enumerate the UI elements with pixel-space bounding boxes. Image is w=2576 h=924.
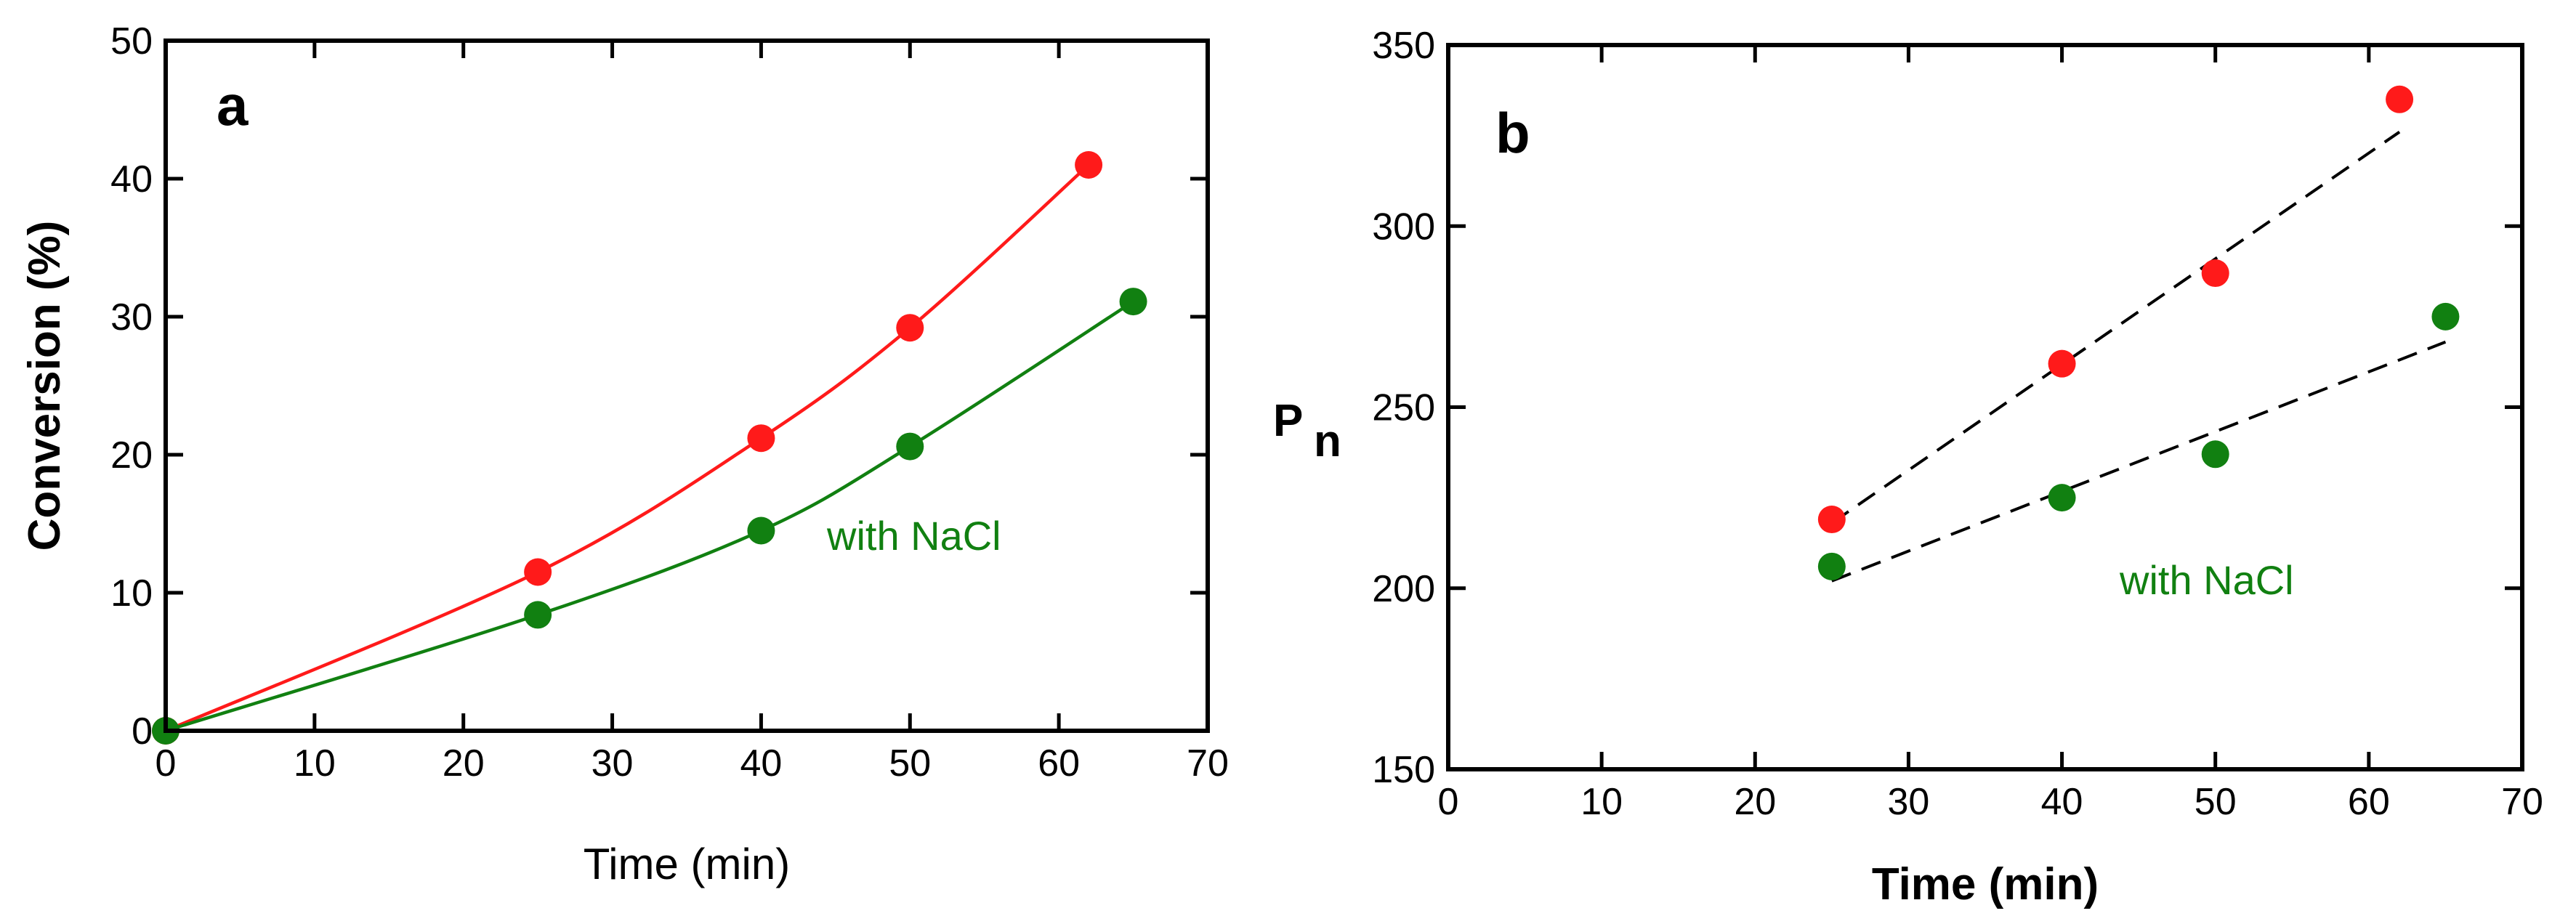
panel-b-y-axis-title: P [1273, 396, 1303, 446]
panel-a-y-tick-label: 50 [110, 20, 153, 62]
panel-b-label: b [1495, 101, 1530, 165]
panel-b-y-tick-label: 350 [1372, 25, 1435, 67]
panel-b-plot-frame [1446, 43, 2524, 771]
panel-b-y-tick-label: 300 [1372, 206, 1435, 248]
panel-a-x-tick-label: 60 [1038, 742, 1080, 785]
panel-b-chart: 0 10 20 30 40 50 60 70 150 200 250 300 350 b with Na… [1273, 25, 2543, 909]
panel-b-x-tick-label: 70 [2501, 781, 2543, 823]
panel-b-data-point [2431, 302, 2460, 331]
panel-a-y-tick-label: 30 [110, 296, 153, 339]
panel-b-y-tick-label: 150 [1372, 749, 1435, 791]
panel-a-y-tick-label: 20 [110, 434, 153, 477]
panel-a-plot-frame [163, 38, 1210, 733]
panel-a-y-axis-title: Conversion (%) [20, 221, 70, 551]
panel-b-y-tick-label: 250 [1372, 387, 1435, 429]
panel-b-y-tick-label: 200 [1372, 568, 1435, 610]
panel-b-x-tick-label: 0 [1438, 781, 1459, 823]
panel-a-x-tick-label: 70 [1187, 742, 1229, 785]
panel-b-data-point [2201, 440, 2229, 469]
panel-a-series-line-0 [165, 163, 1090, 733]
panel-b-x-axis-title: Time (min) [1872, 859, 2099, 909]
panel-a-x-tick-label: 50 [889, 742, 931, 785]
panel-a-x-tick-label: 40 [740, 742, 783, 785]
panel-b-data-point [1817, 506, 1846, 534]
panel-a-y-tick-label: 0 [132, 710, 153, 753]
panel-a-y-tick-label: 10 [110, 572, 153, 615]
panel-b-fit-line-0 [1830, 130, 2401, 524]
panel-b-x-tick-label: 50 [2195, 781, 2237, 823]
panel-a-data-point [747, 516, 775, 545]
panel-b-fit-line-1 [1831, 340, 2447, 583]
panel-a-chart: 0 10 20 30 40 50 60 70 0 10 20 30 40 50 a with NaCl T… [20, 20, 1229, 888]
panel-b-x-tick-label: 30 [1888, 781, 1930, 823]
panel-b-annotation: with NaCl [2119, 557, 2294, 603]
panel-a-y-tick-label: 40 [110, 158, 153, 200]
panel-a-x-tick-label: 30 [591, 742, 634, 785]
panel-b-data-point [2048, 484, 2076, 512]
panel-a-x-tick-label: 20 [443, 742, 485, 785]
panel-b-data-point [2201, 259, 2229, 288]
panel-a-data-point [896, 314, 924, 342]
panel-a-x-axis-title: Time (min) [584, 840, 790, 888]
panel-b-x-tick-label: 10 [1580, 781, 1623, 823]
panel-b-x-tick-label: 20 [1734, 781, 1776, 823]
panel-a-annotation: with NaCl [826, 513, 1001, 559]
panel-a-data-point [524, 601, 552, 629]
panel-a-data-point [1119, 288, 1147, 316]
panel-a-label: a [217, 73, 249, 137]
panel-b-x-tick-label: 60 [2348, 781, 2390, 823]
panel-a-data-point [1075, 151, 1103, 179]
panel-b-data-point [2048, 349, 2076, 378]
panel-b-data-point [1817, 552, 1846, 580]
panel-a-x-tick-label: 10 [294, 742, 336, 785]
panel-b-y-axis-subscript: n [1314, 416, 1341, 466]
panel-a-data-point [524, 558, 552, 586]
panel-a-data-point [896, 432, 924, 461]
panel-a-x-tick-label: 0 [156, 742, 177, 785]
panel-a-series-line-1 [165, 300, 1134, 733]
panel-b-x-tick-label: 40 [2041, 781, 2083, 823]
panel-a-data-point [747, 424, 775, 453]
panel-b-data-point [2386, 85, 2414, 113]
